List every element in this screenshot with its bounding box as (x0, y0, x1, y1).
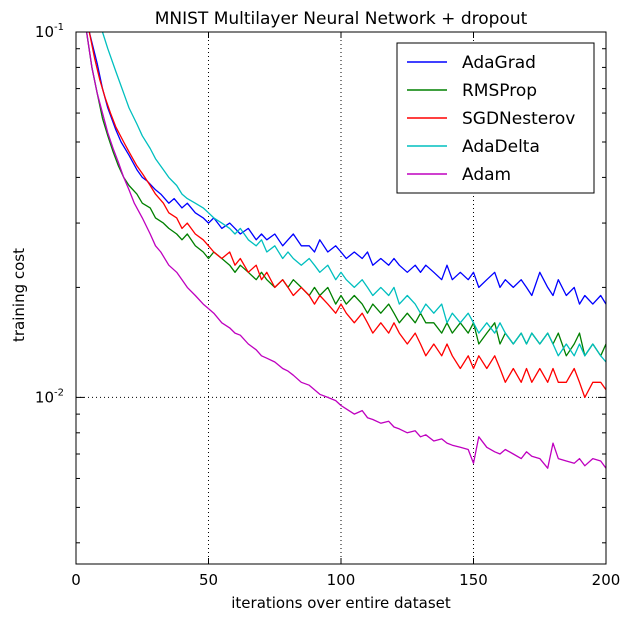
legend-label: RMSProp (462, 81, 537, 101)
y-tick-label: 10-2 (35, 387, 64, 406)
y-axis-label: training cost (10, 248, 28, 342)
x-axis-label: iterations over entire dataset (231, 594, 451, 612)
y-tick-label: 10-1 (35, 22, 64, 41)
series-group (85, 32, 606, 469)
y-tick-exponent: -2 (54, 387, 64, 398)
x-tick-label: 150 (459, 571, 488, 589)
chart-title: MNIST Multilayer Neural Network + dropou… (155, 9, 528, 29)
legend-label: Adam (462, 165, 511, 185)
series-line-sgdnesterov (88, 32, 606, 399)
x-tick-label: 0 (71, 571, 81, 589)
plot-frame (75, 31, 607, 565)
series-line-adagrad (88, 32, 606, 305)
legend: AdaGrad RMSProp SGDNesterov AdaDelta Adam (396, 42, 595, 194)
series-line-adam (85, 32, 606, 469)
x-tick-label: 200 (592, 571, 621, 589)
x-tick-label: 50 (199, 571, 218, 589)
series-line-adadelta (101, 32, 606, 363)
y-tick-exponent: -1 (54, 22, 64, 33)
legend-label: AdaGrad (462, 53, 536, 73)
y-tick-base: 10 (35, 23, 54, 41)
legend-label: AdaDelta (462, 137, 540, 157)
x-tick-label: 100 (327, 571, 356, 589)
legend-label: SGDNesterov (462, 109, 575, 129)
y-tick-base: 10 (35, 388, 54, 406)
